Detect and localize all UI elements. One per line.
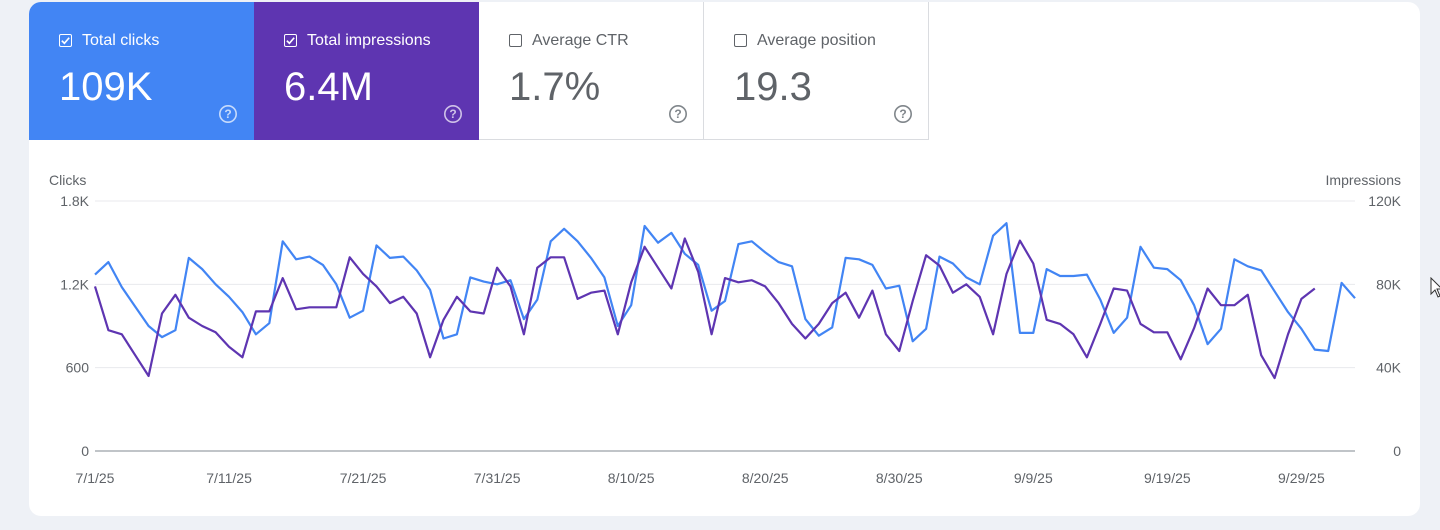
- performance-card: Total clicks 109K ? Total impressions 6.…: [29, 2, 1420, 516]
- y-left-tick-label: 1.8K: [60, 193, 89, 209]
- y-right-tick-label: 120K: [1368, 193, 1401, 209]
- x-tick-label: 9/29/25: [1278, 470, 1325, 486]
- chart-svg: 1.8K 120K 1.2K 80K 600 40K 0 0 Clicks Impressions…: [49, 172, 1402, 486]
- metric-value: 19.3: [734, 65, 812, 109]
- help-icon[interactable]: ?: [668, 104, 688, 124]
- series-line-clicks: [94, 222, 1356, 353]
- x-tick-label: 7/1/25: [76, 470, 115, 486]
- help-icon[interactable]: ?: [893, 104, 913, 124]
- metric-tabs: Total clicks 109K ? Total impressions 6.…: [29, 2, 929, 140]
- metric-label: Total clicks: [82, 32, 160, 49]
- y-right-tick-label: 0: [1393, 443, 1401, 459]
- checkbox-checked-icon[interactable]: [284, 34, 297, 47]
- y-right-tick-label: 40K: [1376, 360, 1402, 376]
- metric-average-ctr[interactable]: Average CTR 1.7% ?: [479, 2, 704, 140]
- metric-label: Total impressions: [307, 32, 431, 49]
- help-icon[interactable]: ?: [218, 104, 238, 124]
- checkbox-unchecked-icon[interactable]: [734, 34, 747, 47]
- metric-total-clicks[interactable]: Total clicks 109K ?: [29, 2, 254, 140]
- svg-text:?: ?: [899, 107, 906, 121]
- svg-text:?: ?: [224, 107, 231, 121]
- y-left-axis-title: Clicks: [49, 172, 86, 188]
- x-tick-label: 7/31/25: [474, 470, 521, 486]
- checkbox-unchecked-icon[interactable]: [509, 34, 522, 47]
- performance-chart: 1.8K 120K 1.2K 80K 600 40K 0 0 Clicks Impressions…: [29, 152, 1420, 516]
- svg-text:?: ?: [449, 107, 456, 121]
- checkbox-checked-icon[interactable]: [59, 34, 72, 47]
- metric-value: 6.4M: [284, 65, 373, 109]
- metric-value: 1.7%: [509, 65, 601, 109]
- x-tick-label: 9/19/25: [1144, 470, 1191, 486]
- x-tick-label: 8/30/25: [876, 470, 923, 486]
- x-tick-label: 7/11/25: [206, 470, 252, 486]
- help-icon[interactable]: ?: [443, 104, 463, 124]
- y-left-tick-label: 600: [66, 360, 90, 376]
- metric-label: Average position: [757, 32, 876, 49]
- svg-text:?: ?: [674, 107, 681, 121]
- y-right-axis-title: Impressions: [1326, 172, 1401, 188]
- x-tick-label: 8/20/25: [742, 470, 789, 486]
- metric-total-impressions[interactable]: Total impressions 6.4M ?: [254, 2, 479, 140]
- x-tick-label: 7/21/25: [340, 470, 387, 486]
- y-left-tick-label: 0: [81, 443, 89, 459]
- y-right-tick-label: 80K: [1376, 276, 1402, 292]
- mouse-cursor-icon: [1430, 277, 1440, 298]
- metric-label: Average CTR: [532, 32, 629, 49]
- x-tick-label: 8/10/25: [608, 470, 655, 486]
- series-line-impressions: [93, 237, 1316, 380]
- x-tick-label: 9/9/25: [1014, 470, 1053, 486]
- y-left-tick-label: 1.2K: [60, 276, 89, 292]
- metric-value: 109K: [59, 65, 153, 109]
- metric-average-position[interactable]: Average position 19.3 ?: [704, 2, 929, 140]
